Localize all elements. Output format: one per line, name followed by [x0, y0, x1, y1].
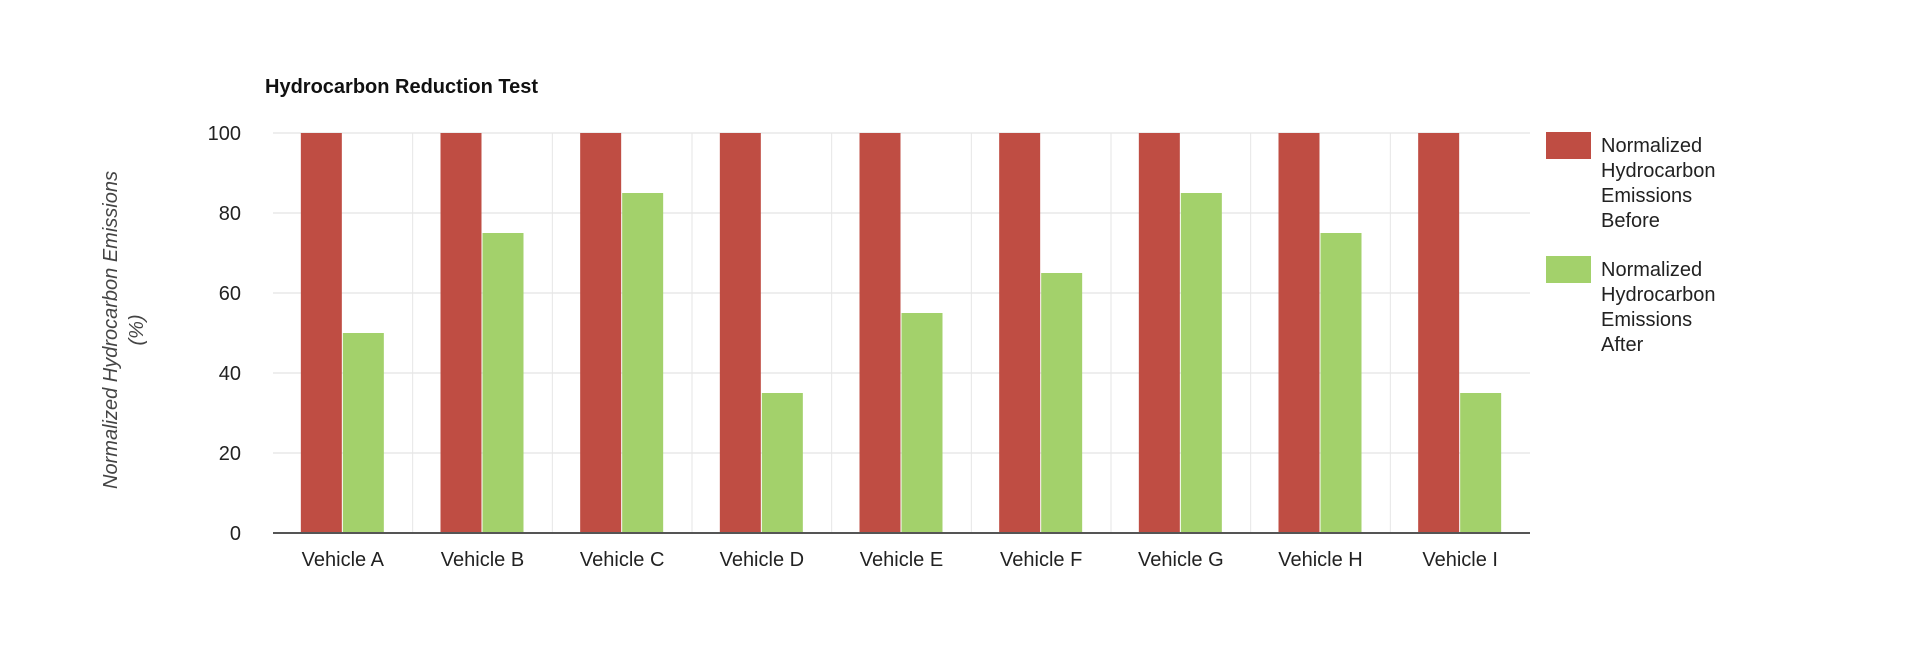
x-tick-label: Vehicle B — [441, 549, 524, 571]
legend-label: Normalized Hydrocarbon Emissions After — [1601, 259, 1716, 356]
bar-after — [342, 333, 384, 533]
bar-before — [300, 133, 342, 533]
bar-before — [440, 133, 482, 533]
legend: Normalized Hydrocarbon Emissions Before Norm… — [1546, 132, 1716, 356]
bar-after — [622, 193, 664, 533]
x-tick-label: Vehicle D — [720, 549, 805, 571]
bar-after — [1041, 273, 1083, 533]
bars — [300, 133, 1502, 533]
legend-label: Normalized Hydrocarbon Emissions Before — [1601, 135, 1716, 232]
bar-before — [1278, 133, 1320, 533]
legend-swatch — [1546, 132, 1591, 159]
y-axis-label-line-2: (%) — [126, 314, 148, 345]
bar-before — [1138, 133, 1180, 533]
legend-swatch — [1546, 256, 1591, 283]
y-tick-label: 60 — [219, 283, 241, 305]
y-tick-label: 80 — [219, 203, 241, 225]
bar-after — [1180, 193, 1222, 533]
bar-before — [859, 133, 901, 533]
x-tick-label: Vehicle H — [1278, 549, 1363, 571]
bar-after — [1320, 233, 1362, 533]
chart-title: Hydrocarbon Reduction Test — [265, 76, 538, 98]
bar-before — [580, 133, 622, 533]
y-tick-label: 0 — [230, 523, 241, 545]
bar-after — [1460, 393, 1502, 533]
bar-after — [901, 313, 943, 533]
x-tick-label: Vehicle E — [860, 549, 943, 571]
bar-after — [482, 233, 524, 533]
bar-before — [1418, 133, 1460, 533]
x-tick-label: Vehicle C — [580, 549, 665, 571]
bar-before — [719, 133, 761, 533]
y-tick-label: 20 — [219, 443, 241, 465]
x-axis-ticks: Vehicle A Vehicle B Vehicle C Vehicle D Vehi… — [302, 549, 1498, 571]
y-axis-label: Normalized Hydrocarbon Emissions (%) — [100, 171, 148, 489]
bar-before — [999, 133, 1041, 533]
y-tick-label: 40 — [219, 363, 241, 385]
legend-item: Normalized Hydrocarbon Emissions After — [1546, 256, 1716, 356]
y-axis-label-line-1: Normalized Hydrocarbon Emissions — [100, 171, 122, 489]
x-tick-label: Vehicle I — [1422, 549, 1498, 571]
bar-after — [761, 393, 803, 533]
legend-item: Normalized Hydrocarbon Emissions Before — [1546, 132, 1716, 232]
x-tick-label: Vehicle A — [302, 549, 385, 571]
y-axis-ticks: 0 20 40 60 80 100 — [208, 123, 241, 545]
x-tick-label: Vehicle G — [1138, 549, 1224, 571]
y-tick-label: 100 — [208, 123, 241, 145]
x-tick-label: Vehicle F — [1000, 549, 1082, 571]
